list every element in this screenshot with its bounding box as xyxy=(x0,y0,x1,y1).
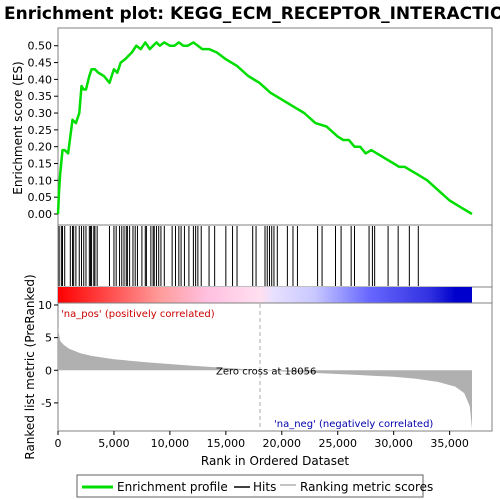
es-y-tick-label: 0.15 xyxy=(28,158,53,171)
metric-y-tick-label: 5 xyxy=(45,332,52,345)
x-tick-label: 25,000 xyxy=(318,437,357,450)
metric-y-tick-label: 0 xyxy=(45,364,52,377)
legend-metric-label: Ranking metric scores xyxy=(300,480,433,494)
x-tick-label: 10,000 xyxy=(151,437,190,450)
metric-y-axis-label: Ranked list metric (PreRanked) xyxy=(23,274,37,459)
zero-cross-label: Zero cross at 18056 xyxy=(216,366,316,377)
metric-y-tick-label: 10 xyxy=(38,299,52,312)
enrichment-profile-line xyxy=(56,41,473,216)
es-y-axis-label: Enrichment score (ES) xyxy=(11,61,25,194)
x-tick-label: 20,000 xyxy=(263,437,302,450)
es-y-tick-label: 0.00 xyxy=(28,208,53,221)
es-y-tick-label: 0.40 xyxy=(28,73,53,86)
legend-enrichment-label: Enrichment profile xyxy=(117,480,228,494)
es-panel-frame xyxy=(57,27,493,226)
negative-correlation-label: 'na_neg' (negatively correlated) xyxy=(274,419,433,430)
x-axis-label: Rank in Ordered Dataset xyxy=(201,454,349,468)
metric-y-axis: 10 5 0 -5 xyxy=(38,299,58,410)
x-tick-label: 5,000 xyxy=(98,437,130,450)
x-tick-label: 0 xyxy=(55,437,62,450)
es-y-tick-label: 0.25 xyxy=(28,124,53,137)
es-y-axis: 0.00 0.05 0.10 0.15 0.20 0.25 0.30 0.35 0.40 0.45… xyxy=(28,40,58,221)
x-axis: 0 5,000 10,000 15,000 20,000 25,000 30,000 35,0… xyxy=(55,431,469,450)
hits-group xyxy=(58,226,419,286)
hits-panel-frame xyxy=(57,224,493,288)
enrichment-profile-line-group xyxy=(56,41,473,216)
legend-hits-label: Hits xyxy=(253,480,276,494)
es-y-tick-label: 0.50 xyxy=(28,40,53,53)
ranking-heat-bar xyxy=(58,287,472,303)
chart-title: Enrichment plot: KEGG_ECM_RECEPTOR_INTER… xyxy=(4,4,500,24)
legend-box xyxy=(76,474,424,498)
x-tick-label: 35,000 xyxy=(430,437,469,450)
es-y-tick-label: 0.05 xyxy=(28,191,53,204)
x-tick-label: 30,000 xyxy=(374,437,413,450)
es-y-tick-label: 0.30 xyxy=(28,107,53,120)
es-y-tick-label: 0.35 xyxy=(28,90,53,103)
es-y-tick-label: 0.10 xyxy=(28,174,53,187)
positive-correlation-label: 'na_pos' (positively correlated) xyxy=(61,309,215,320)
metric-y-tick-label: -5 xyxy=(41,397,52,410)
es-y-tick-label: 0.45 xyxy=(28,57,53,70)
x-tick-label: 15,000 xyxy=(207,437,246,450)
es-y-tick-label: 0.20 xyxy=(28,141,53,154)
